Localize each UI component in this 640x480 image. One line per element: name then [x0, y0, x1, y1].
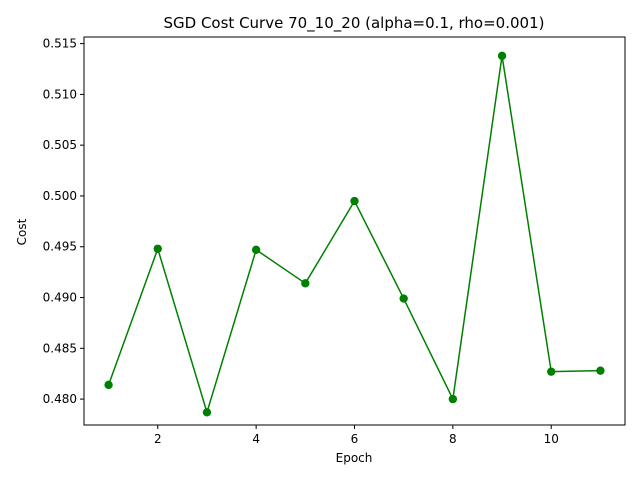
x-tick-label: 10 [544, 432, 559, 446]
data-point [596, 366, 605, 375]
x-tick-label: 4 [252, 432, 260, 446]
data-point [104, 380, 113, 390]
data-point [350, 196, 359, 206]
data-point [301, 279, 310, 288]
y-tick-label: 0.490 [43, 291, 77, 305]
series-layer [104, 51, 605, 417]
data-point [497, 51, 507, 60]
x-axis-ticks: 2 4 6 8 10 [154, 425, 559, 446]
y-tick-label: 0.515 [43, 37, 77, 51]
x-axis-title: Epoch [336, 451, 373, 465]
data-point [153, 244, 162, 253]
data-point [202, 408, 212, 417]
y-axis-ticks: 0.480 0.485 0.490 0.495 0.500 0.505 0.510 0.515 [43, 37, 84, 406]
y-tick-label: 0.500 [43, 189, 77, 203]
x-tick-label: 8 [449, 432, 457, 446]
y-tick-label: 0.495 [43, 240, 77, 254]
data-point [547, 367, 556, 376]
data-point [399, 294, 408, 303]
data-point [251, 245, 261, 254]
data-point [448, 394, 458, 404]
y-tick-label: 0.510 [43, 87, 77, 101]
chart-title: SGD Cost Curve 70_10_20 (alpha=0.1, rho=… [164, 14, 545, 33]
y-tick-label: 0.485 [43, 341, 77, 355]
y-tick-label: 0.480 [43, 392, 77, 406]
y-axis-title: Cost [15, 218, 29, 245]
plot-frame [83, 36, 626, 426]
x-tick-label: 2 [154, 432, 162, 446]
y-tick-label: 0.505 [43, 138, 77, 152]
x-tick-label: 6 [351, 432, 359, 446]
